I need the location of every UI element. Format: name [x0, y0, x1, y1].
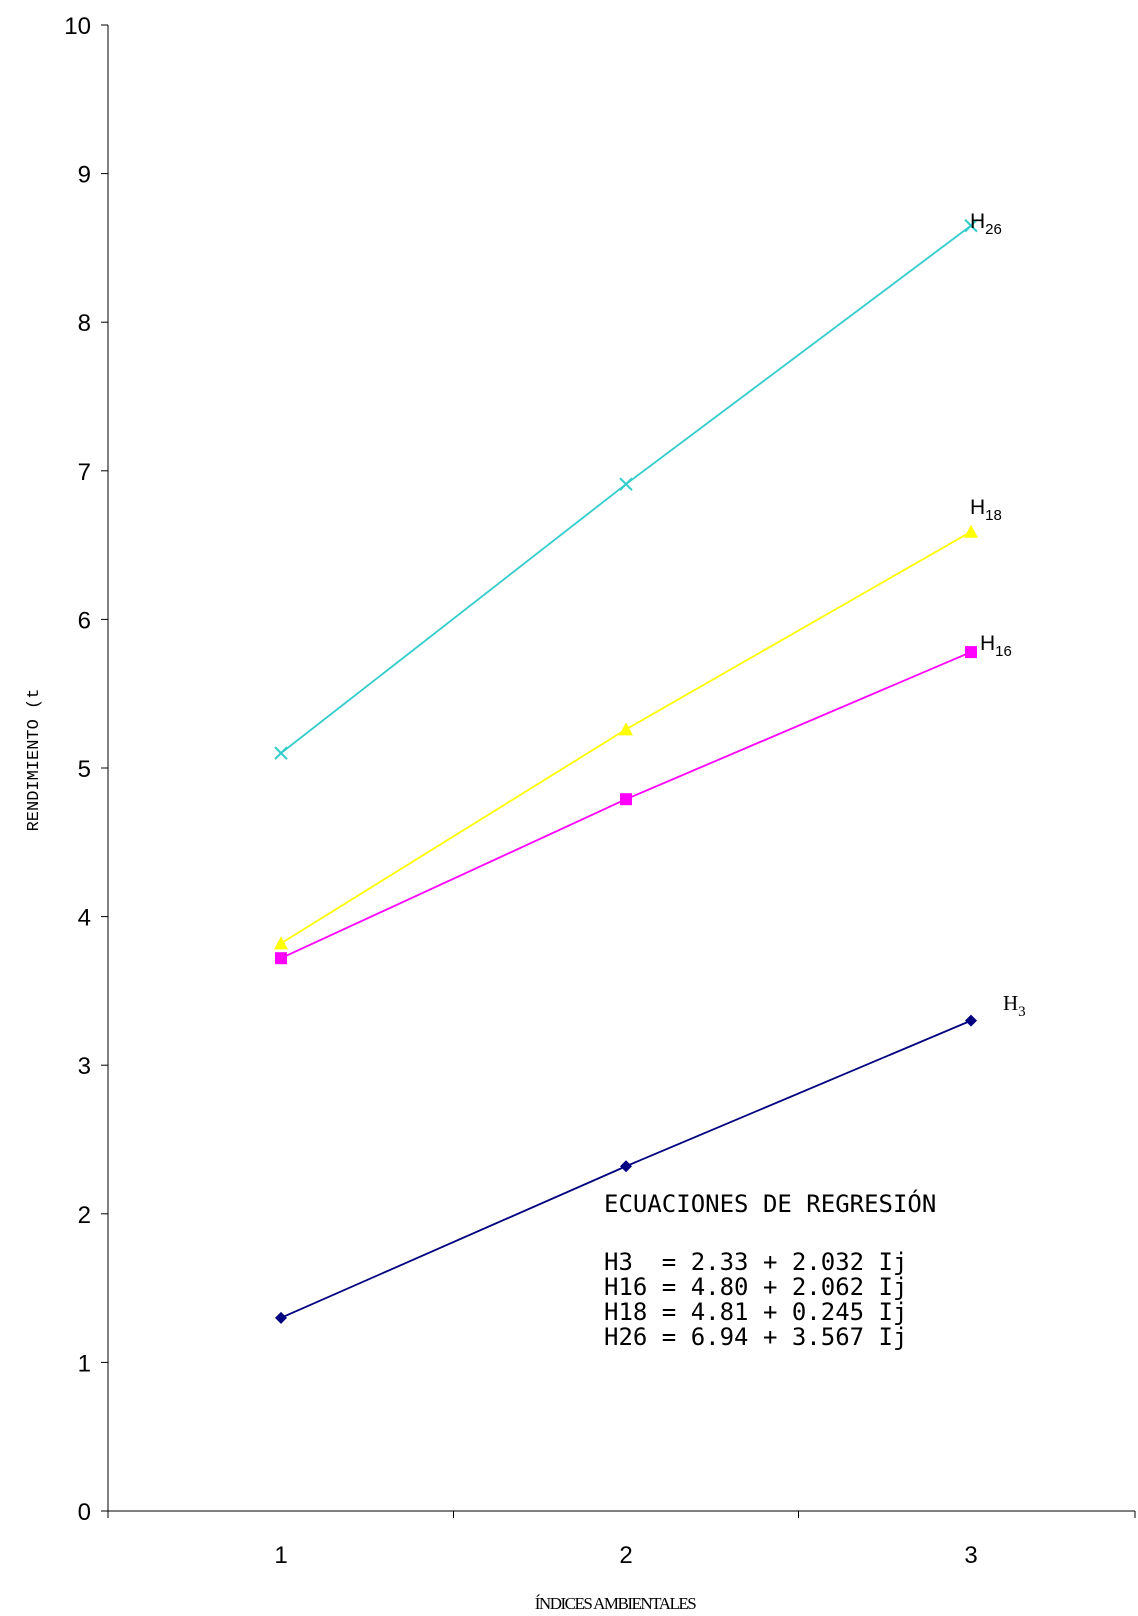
series-label-main: H: [980, 632, 995, 655]
series-label-subscript: 26: [985, 221, 1002, 238]
data-point-h18: [964, 524, 978, 538]
x-tick-label: 3: [964, 1542, 977, 1569]
x-ticks: 1 2 3: [107, 1511, 1136, 1569]
y-tick-label: 8: [78, 310, 91, 337]
x-tick-label: 1: [274, 1542, 287, 1569]
series-label-h16: H16: [980, 632, 1012, 660]
series-label-main: H: [970, 210, 985, 233]
data-point-h16: [275, 952, 287, 965]
series-label-h18: H18: [970, 496, 1002, 524]
data-point-h3: [275, 1311, 287, 1324]
marker-stroke: [619, 477, 633, 491]
data-point-h26: [964, 218, 978, 233]
data-point-h18: [619, 722, 633, 736]
y-tick-label: 0: [78, 1499, 91, 1526]
marker-stroke: [274, 746, 288, 760]
series-label-h3: H3: [1003, 991, 1026, 1020]
y-tick-label: 6: [78, 607, 91, 634]
equation-line: H3 = 2.33 + 2.032 Ij: [604, 1248, 907, 1276]
data-point-h26: [274, 746, 288, 760]
y-tick-label: 7: [78, 459, 91, 486]
y-tick-label: 5: [78, 756, 91, 783]
y-tick-label: 10: [64, 13, 91, 40]
y-tick-label: 1: [78, 1350, 91, 1377]
data-point-h16: [620, 793, 632, 806]
x-axis-title: ÍNDICES AMBIENTALES: [535, 1594, 696, 1613]
y-tick-label: 9: [78, 162, 91, 189]
y-ticks: 0 1 2 3 4 5 6 7 8 9 10: [64, 13, 108, 1526]
series-label-main: H: [970, 496, 985, 519]
series-label-main: H: [1003, 991, 1018, 1015]
series-line-h18: [280, 530, 972, 945]
data-point-h3: [965, 1014, 977, 1027]
equations-title: ECUACIONES DE REGRESIÓN: [604, 1188, 936, 1218]
series-label-subscript: 18: [985, 507, 1002, 524]
data-point-h18: [274, 936, 288, 950]
equation-line: H26 = 6.94 + 3.567 Ij: [604, 1323, 907, 1351]
series-layer: [274, 218, 978, 1324]
series-label-subscript: 16: [995, 643, 1012, 660]
equation-line: H16 = 4.80 + 2.062 Ij: [604, 1273, 907, 1301]
y-tick-label: 4: [78, 905, 91, 932]
y-tick-label: 3: [78, 1053, 91, 1080]
y-axis-title: RENDIMIENTO (t: [25, 689, 44, 832]
x-tick-label: 2: [619, 1542, 632, 1569]
data-point-h3: [620, 1160, 632, 1173]
y-tick-label: 2: [78, 1202, 91, 1229]
series-label-subscript: 3: [1018, 1004, 1026, 1020]
regression-equations: ECUACIONES DE REGRESIÓN H3 = 2.33 + 2.03…: [604, 1188, 936, 1351]
data-point-h26: [619, 477, 633, 491]
data-point-h16: [965, 646, 977, 659]
marker-stroke: [964, 218, 978, 233]
series-line-h26: [280, 224, 972, 754]
equation-line: H18 = 4.81 + 0.245 Ij: [604, 1298, 907, 1326]
series-label-h26: H26: [970, 210, 1002, 238]
